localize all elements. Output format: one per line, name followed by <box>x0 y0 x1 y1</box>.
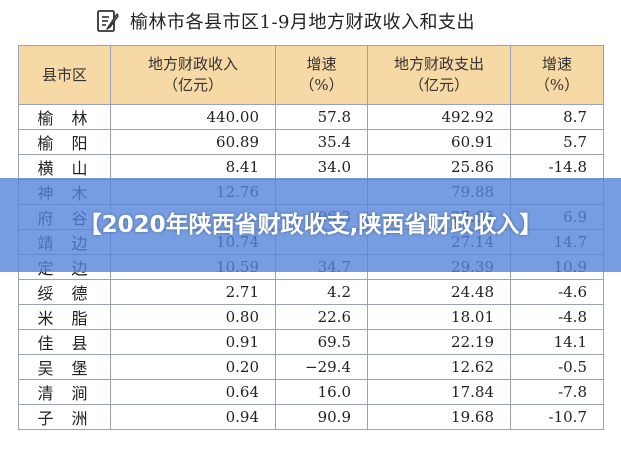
value-cell: 440.00 <box>110 104 276 130</box>
document-edit-icon <box>97 10 119 32</box>
county-name-cell: 吴堡 <box>18 354 111 380</box>
table-row: 吴堡 0.20 −29.4 12.62 -0.5 <box>18 354 604 380</box>
value-cell: 22.19 <box>367 329 511 355</box>
value-cell: 14.1 <box>510 329 604 355</box>
header-line2: （亿元） <box>408 76 469 94</box>
value-cell: 25.86 <box>367 154 511 180</box>
value-cell: -4.8 <box>510 304 604 330</box>
value-cell: 69.5 <box>275 329 368 355</box>
value-cell: −29.4 <box>275 354 368 380</box>
header-line2: （%） <box>534 76 580 94</box>
value-cell: 0.64 <box>110 379 276 405</box>
header-line1: 增速 <box>541 55 572 73</box>
header-expenditure: 地方财政支出 （亿元） <box>367 45 511 105</box>
county-name-cell: 子洲 <box>18 404 111 430</box>
header-line1: 地方财政收入 <box>147 55 238 73</box>
county-name-cell: 佳县 <box>18 329 111 355</box>
value-cell: -10.7 <box>510 404 604 430</box>
value-cell: 8.7 <box>510 104 604 130</box>
page-title: 榆林市各县市区1-9月地方财政收入和支出 <box>130 12 475 33</box>
value-cell: 18.01 <box>367 304 511 330</box>
table-row: 子洲 0.94 90.9 19.68 -10.7 <box>18 404 604 430</box>
value-cell: 0.20 <box>110 354 276 380</box>
county-name-cell: 米脂 <box>18 304 111 330</box>
header-line1: 县市区 <box>41 65 87 84</box>
header-line1: 地方财政支出 <box>393 55 484 73</box>
county-name-cell: 榆林 <box>18 104 111 130</box>
value-cell: 0.94 <box>110 404 276 430</box>
overlay-banner: 【2020年陕西省财政收支,陕西省财政收入】 <box>0 178 621 272</box>
value-cell: 0.91 <box>110 329 276 355</box>
value-cell: 4.2 <box>275 279 368 305</box>
value-cell: -7.8 <box>510 379 604 405</box>
value-cell: 0.80 <box>110 304 276 330</box>
table-row: 米脂 0.80 22.6 18.01 -4.8 <box>18 304 604 330</box>
value-cell: 17.84 <box>367 379 511 405</box>
table-row: 榆林 440.00 57.8 492.92 8.7 <box>18 104 604 130</box>
table-row: 榆阳 60.89 35.4 60.91 5.7 <box>18 129 604 155</box>
value-cell: 35.4 <box>275 129 368 155</box>
county-name-cell: 清涧 <box>18 379 111 405</box>
value-cell: 19.68 <box>367 404 511 430</box>
table-row: 清涧 0.64 16.0 17.84 -7.8 <box>18 379 604 405</box>
value-cell: 8.41 <box>110 154 276 180</box>
value-cell: 492.92 <box>367 104 511 130</box>
title-row: 榆林市各县市区1-9月地方财政收入和支出 <box>96 4 475 38</box>
table-row: 绥德 2.71 4.2 24.48 -4.6 <box>18 279 604 305</box>
value-cell: 57.8 <box>275 104 368 130</box>
value-cell: 24.48 <box>367 279 511 305</box>
value-cell: 2.71 <box>110 279 276 305</box>
table-row: 横山 8.41 34.0 25.86 -14.8 <box>18 154 604 180</box>
value-cell: 16.0 <box>275 379 368 405</box>
value-cell: -0.5 <box>510 354 604 380</box>
value-cell: 34.0 <box>275 154 368 180</box>
header-line2: （亿元） <box>162 76 223 94</box>
header-expenditure-growth: 增速 （%） <box>510 45 604 105</box>
value-cell: 12.62 <box>367 354 511 380</box>
value-cell: 60.89 <box>110 129 276 155</box>
header-revenue: 地方财政收入 （亿元） <box>110 45 276 105</box>
header-line2: （%） <box>299 76 344 94</box>
value-cell: 5.7 <box>510 129 604 155</box>
value-cell: 60.91 <box>367 129 511 155</box>
value-cell: -4.6 <box>510 279 604 305</box>
value-cell: 22.6 <box>275 304 368 330</box>
value-cell: -14.8 <box>510 154 604 180</box>
table-header-row: 县市区 地方财政收入 （亿元） 增速 （%） 地方财政支出 （亿元） 增速 （%… <box>18 45 604 105</box>
county-name-cell: 绥德 <box>18 279 111 305</box>
county-name-cell: 横山 <box>18 154 111 180</box>
header-county: 县市区 <box>18 45 111 105</box>
value-cell: 90.9 <box>275 404 368 430</box>
header-revenue-growth: 增速 （%） <box>275 45 368 105</box>
header-line1: 增速 <box>306 55 337 73</box>
county-name-cell: 榆阳 <box>18 129 111 155</box>
table-row: 佳县 0.91 69.5 22.19 14.1 <box>18 329 604 355</box>
banner-text: 【2020年陕西省财政收支,陕西省财政收入】 <box>78 212 543 238</box>
